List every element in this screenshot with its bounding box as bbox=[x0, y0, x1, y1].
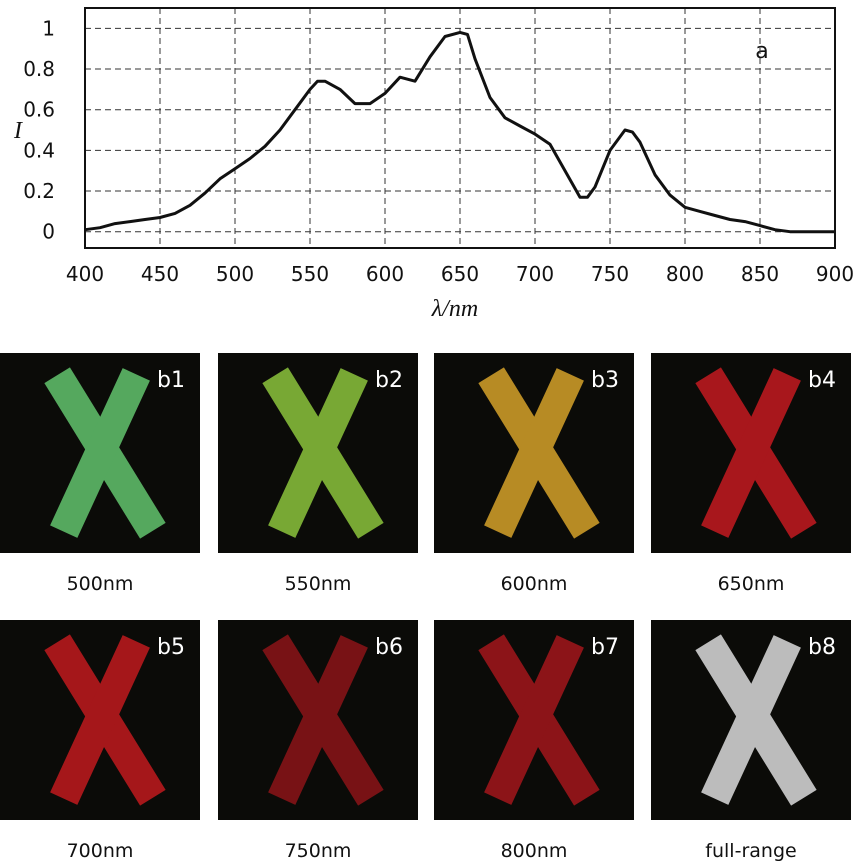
panel-tag: b3 bbox=[591, 368, 619, 393]
x-stroke bbox=[484, 635, 584, 805]
panel-tag: b2 bbox=[375, 368, 403, 393]
y-axis-label: I bbox=[13, 118, 23, 144]
x-shape bbox=[478, 634, 600, 806]
x-shape bbox=[262, 634, 384, 806]
x-tick-label: 800 bbox=[666, 262, 704, 286]
panel-tag: b5 bbox=[157, 635, 185, 660]
panel-tag: b8 bbox=[808, 635, 836, 660]
panel-label: a bbox=[755, 39, 768, 64]
x-shape bbox=[478, 367, 600, 539]
x-shape bbox=[695, 367, 817, 539]
panel-tag: b4 bbox=[808, 368, 836, 393]
x-axis-label: λ/nm bbox=[431, 296, 478, 322]
y-tick-label: 1 bbox=[42, 16, 55, 40]
panel-caption: 650nm bbox=[718, 573, 785, 595]
panel-caption: full-range bbox=[705, 840, 796, 861]
x-tick-label: 400 bbox=[66, 262, 104, 286]
y-tick-label: 0.4 bbox=[23, 138, 55, 162]
x-shape bbox=[44, 367, 166, 539]
x-shape bbox=[44, 634, 166, 806]
x-tick-label: 750 bbox=[591, 262, 629, 286]
x-stroke bbox=[701, 635, 801, 805]
panel-caption: 700nm bbox=[67, 840, 134, 861]
panel-caption: 600nm bbox=[501, 573, 568, 595]
x-tick-label: 600 bbox=[366, 262, 404, 286]
x-stroke bbox=[484, 368, 584, 538]
panel-caption: 550nm bbox=[285, 573, 352, 595]
x-tick-label: 900 bbox=[816, 262, 854, 286]
x-stroke bbox=[50, 368, 150, 538]
x-stroke bbox=[268, 368, 368, 538]
x-stroke bbox=[701, 368, 801, 538]
x-tick-label: 450 bbox=[141, 262, 179, 286]
y-tick-label: 0 bbox=[42, 220, 55, 244]
plot-frame bbox=[84, 7, 836, 249]
panel-tag: b6 bbox=[375, 635, 403, 660]
x-shape bbox=[695, 634, 817, 806]
x-tick-label: 500 bbox=[216, 262, 254, 286]
x-stroke bbox=[50, 635, 150, 805]
y-tick-label: 0.8 bbox=[23, 57, 55, 81]
x-tick-label: 650 bbox=[441, 262, 479, 286]
panel-caption: 800nm bbox=[501, 840, 568, 861]
panel-tag: b1 bbox=[157, 368, 185, 393]
panel-tag: b7 bbox=[591, 635, 619, 660]
x-shape bbox=[262, 367, 384, 539]
spectrum-line bbox=[84, 30, 835, 234]
x-stroke bbox=[268, 635, 368, 805]
y-tick-label: 0.6 bbox=[23, 98, 55, 122]
x-tick-label: 700 bbox=[516, 262, 554, 286]
x-tick-label: 550 bbox=[291, 262, 329, 286]
panel-caption: 750nm bbox=[285, 840, 352, 861]
panel-caption: 500nm bbox=[67, 573, 134, 595]
x-tick-label: 850 bbox=[741, 262, 779, 286]
y-tick-label: 0.2 bbox=[23, 179, 55, 203]
